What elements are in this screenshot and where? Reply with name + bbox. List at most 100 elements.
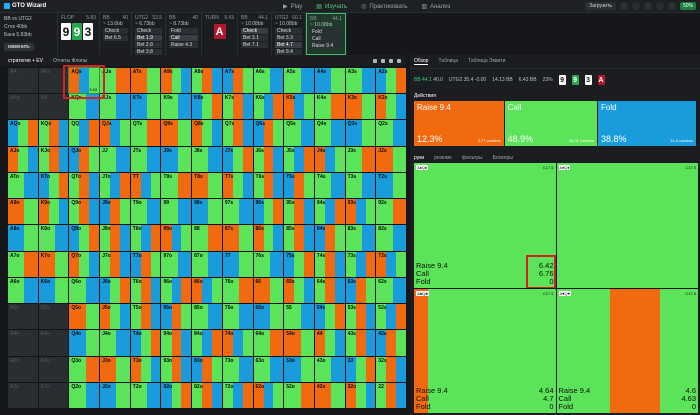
hand-cell[interactable]: 53s [345,304,376,330]
hand-cell[interactable]: QJo [69,146,100,172]
hand-cell[interactable]: AA [8,68,38,94]
hand-cell[interactable]: A8s [192,68,222,94]
hand-cell[interactable]: 32o [345,382,376,408]
hand-cell[interactable]: QTs [130,120,161,146]
action-option[interactable]: Raise 4.3 [169,42,198,48]
hand-cell[interactable]: T3o [130,356,161,382]
hand-cell[interactable]: J9s [161,146,192,172]
action-option[interactable]: Bet 6.5 [103,35,128,41]
strategy-block[interactable]: Fold 38.8% 11.9 combos [598,101,696,146]
hand-cell[interactable]: 64o [253,330,284,356]
notifications-icon[interactable] [655,2,664,10]
hand-cell[interactable]: ATo [8,172,38,199]
tab-equity-table[interactable]: Таблица Эквити [468,58,506,64]
hand-cell[interactable]: 54s [314,304,345,330]
hand-cell[interactable]: ATs [130,68,161,94]
hand-cell[interactable]: A2s [376,68,406,94]
hand-cell[interactable]: 72o [222,382,253,408]
hand-cell[interactable]: A5o [8,304,38,330]
hand-cell[interactable]: 73s [345,251,376,277]
street-bb-current[interactable]: BB 44.1 ~ 10.08bb Fold Call Raise 9.4 [306,13,346,55]
hand-cell[interactable]: 82o [192,382,222,408]
hand-cell[interactable]: 96o [161,277,192,304]
hand-cell[interactable]: Q2o [69,382,100,408]
action-option[interactable]: Fold [310,29,342,35]
hand-cell[interactable]: A2o [8,382,38,408]
hand-cell[interactable]: A5s [284,68,314,94]
hand-cell[interactable]: 73o [222,356,253,382]
hand-cell[interactable]: J9o [100,199,130,225]
tab-summary[interactable]: резюме [434,155,452,161]
hand-cell[interactable]: K8s [192,94,222,120]
hand-cell[interactable]: 86o [192,277,222,304]
hand-cell[interactable]: T3s [345,172,376,199]
hand-cell[interactable]: 98s [192,199,222,225]
tab-blockers[interactable]: Блокеры [492,155,513,161]
hand-cell[interactable]: 92o [161,382,192,408]
flop-street[interactable]: FLOP 5.83 9 9 3 [58,13,100,55]
hand-cell[interactable]: A8o [8,225,38,251]
street-bb-3[interactable]: BB 44.1 ~ 10.08bb Check Bet 3.1 Bet 7.1 [238,13,272,55]
hand-cell[interactable]: Q5o [69,304,100,330]
grid-view-icon[interactable] [373,58,377,63]
hand-cell[interactable]: Q8o [69,225,100,251]
nav-play[interactable]: ▶ Play [283,3,303,11]
hand-cell[interactable]: 65s [284,277,314,304]
logo[interactable]: GTO Wizard [4,3,46,9]
hand-cell[interactable]: 98o [161,225,192,251]
hand-cell[interactable]: J2s [376,146,406,172]
hand-cell[interactable]: 74s [314,251,345,277]
hand-cell[interactable]: 55 [284,304,314,330]
hand-cell[interactable]: QQ [69,120,100,146]
hand-cell[interactable]: 94o [161,330,192,356]
combo-cell[interactable]: A♥Q♥ C17.5 Raise 9.4 Call Fold 4.6 4.63 0 [556,288,698,413]
hand-cell[interactable]: Q6o [69,277,100,304]
hand-cell[interactable]: J4s [314,146,345,172]
help-icon[interactable] [631,2,640,10]
hand-cell[interactable]: A9s [161,68,192,94]
nav-practice[interactable]: ◎ Практиковать [361,3,408,11]
hand-cell[interactable]: J3o [100,356,130,382]
hand-cell[interactable]: Q2s [376,120,406,146]
action-option[interactable]: Bet 3.3 [275,35,302,41]
hand-cell[interactable]: TT [130,172,161,199]
strategy-block[interactable]: Raise 9.4 12.3% 3.77 combos [414,101,504,146]
hand-cell[interactable]: 83o [192,356,222,382]
hand-cell[interactable]: AQo [8,120,38,146]
hand-cell[interactable]: K9s [161,94,192,120]
hand-cell[interactable]: 87s [222,225,253,251]
hand-cell[interactable]: 94s [314,199,345,225]
hand-cell[interactable]: Q6s [253,120,284,146]
turn-street[interactable]: TURN 9.43 A [202,13,238,55]
hand-cell[interactable]: T9s [161,172,192,199]
hand-cell[interactable]: 42s [376,330,406,356]
action-option[interactable]: Fold [169,28,198,34]
action-option[interactable]: Bet 3.1 [241,35,268,41]
action-option[interactable]: Bet 3.8 [135,49,162,55]
hand-cell[interactable]: QJs [100,120,130,146]
action-option[interactable]: Check [275,28,302,34]
hand-cell[interactable]: 97s [222,199,253,225]
expand-icon[interactable] [397,58,401,63]
hand-cell[interactable]: 88 [192,225,222,251]
tab-filters[interactable]: фильтры [461,155,483,161]
nav-analyze[interactable]: ▥ Анализ [421,3,451,11]
combo-cell[interactable]: A♣Q♣ C17.5 Raise 9.4 Call Fold 4.64 4.7 0 [414,288,556,413]
hand-cell[interactable]: 86s [253,225,284,251]
hand-cell[interactable]: A4o [8,330,38,356]
hand-cell[interactable]: Q5s [284,120,314,146]
hand-cell[interactable]: 83s [345,225,376,251]
hand-cell[interactable]: 54o [284,330,314,356]
action-option[interactable]: Bet 9.4 [275,49,302,55]
hand-cell[interactable]: T5s [284,172,314,199]
hand-cell[interactable]: 84s [314,225,345,251]
hand-cell[interactable]: KTo [38,172,69,199]
hand-cell[interactable]: AJo [8,146,38,172]
hand-cell[interactable]: 93s [345,199,376,225]
hand-cell[interactable]: T2o [130,382,161,408]
action-option[interactable]: Bet 2.8 [135,42,162,48]
upload-button[interactable]: Загрузить [585,2,616,10]
hand-cell[interactable]: K6s [253,94,284,120]
hand-cell[interactable]: Q9o [69,199,100,225]
hand-cell[interactable]: 53o [284,356,314,382]
